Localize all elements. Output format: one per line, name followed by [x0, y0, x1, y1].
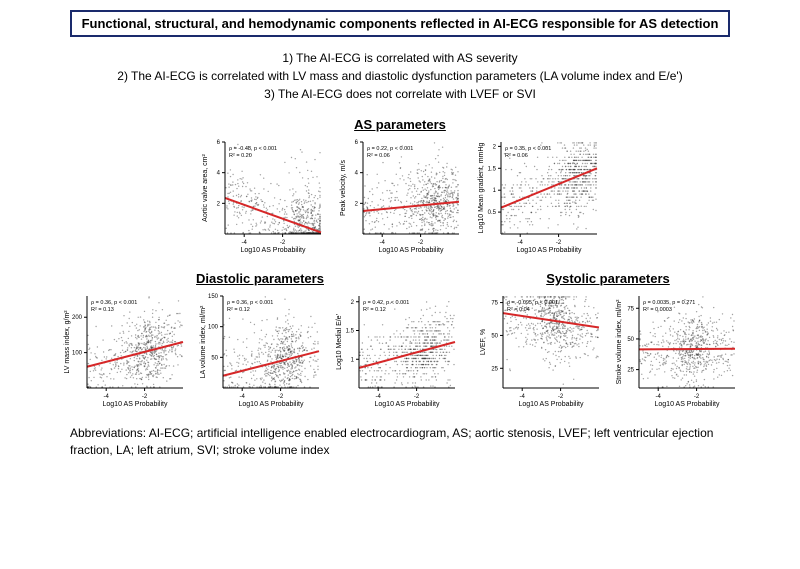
svg-text:ρ = 0.36, p < 0.001: ρ = 0.36, p < 0.001 [91, 300, 137, 306]
svg-text:100: 100 [208, 325, 219, 331]
svg-text:R² = 0.12: R² = 0.12 [363, 307, 386, 313]
svg-text:ρ = 0.42, p < 0.001: ρ = 0.42, p < 0.001 [363, 300, 409, 306]
svg-text:R² = 0.20: R² = 0.20 [229, 153, 252, 159]
svg-text:25: 25 [491, 366, 498, 372]
svg-text:6: 6 [355, 140, 359, 146]
svg-text:Aortic valve area, cm²: Aortic valve area, cm² [202, 153, 209, 221]
scatter-svg: -4 -2 50 100 150 Log10 AS Probability LA volum… [195, 290, 325, 410]
svg-text:200: 200 [72, 315, 83, 321]
svg-text:R² = 0.04: R² = 0.04 [507, 307, 530, 313]
svg-text:-2: -2 [414, 394, 420, 400]
svg-text:LVEF, %: LVEF, % [480, 329, 487, 355]
svg-text:-2: -2 [280, 240, 286, 246]
scatter-svg: -4 -2 1 1.5 2 Log10 AS Probability Log10 Media… [331, 290, 461, 410]
svg-text:ρ = 0.22, p < 0.001: ρ = 0.22, p < 0.001 [367, 146, 413, 152]
scatter-ee: -4 -2 1 1.5 2 Log10 AS Probability Log10 Media… [331, 290, 461, 415]
summary-line: 2) The AI-ECG is correlated with LV mass… [10, 67, 790, 85]
summary: 1) The AI-ECG is correlated with AS seve… [10, 49, 790, 103]
scatter-svg: -4 -2 25 50 75 Log10 AS Probability LVEF, % ρ =… [475, 290, 605, 410]
svg-text:ρ = 0.35, p < 0.001: ρ = 0.35, p < 0.001 [505, 146, 551, 152]
svg-text:-2: -2 [418, 240, 424, 246]
scatter-svi: -4-2255075Log10 AS ProbabilityStroke vol… [611, 290, 741, 415]
svg-text:Log10 AS Probability: Log10 AS Probability [375, 401, 440, 408]
svg-text:R² = 0.06: R² = 0.06 [505, 153, 528, 159]
svg-text:-2: -2 [278, 394, 284, 400]
bottom-row: Diastolic parameters -4 -2 100 200 Log10 AS … [10, 271, 790, 415]
svg-text:1: 1 [351, 357, 355, 363]
svg-text:Log10 AS Probability: Log10 AS Probability [241, 247, 306, 254]
svg-text:1.5: 1.5 [346, 329, 355, 335]
svg-text:-4: -4 [104, 394, 110, 400]
section-title-as: AS parameters [10, 117, 790, 132]
svg-text:R² = 0.06: R² = 0.06 [367, 153, 390, 159]
section-title-diastolic: Diastolic parameters [59, 271, 461, 286]
svg-text:-4: -4 [380, 240, 386, 246]
svg-text:100: 100 [72, 351, 83, 357]
svg-text:R² = 0.12: R² = 0.12 [227, 307, 250, 313]
svg-text:Peak velocity, m/s: Peak velocity, m/s [340, 160, 347, 216]
svg-text:6: 6 [217, 140, 221, 146]
svg-text:50: 50 [211, 355, 218, 361]
svg-text:ρ = -0.48, p < 0.001: ρ = -0.48, p < 0.001 [229, 146, 277, 152]
scatter-peak: -4 -2 2 4 6 Log10 AS Probability Peak velocity… [335, 136, 465, 261]
scatter-svg: -4 -2 100 200 Log10 AS Probability LV mass in… [59, 290, 189, 410]
scatter-lvef: -4 -2 25 50 75 Log10 AS Probability LVEF, % ρ =… [475, 290, 605, 415]
scatter-svg: -4 -2 2 4 6 Log10 AS Probability Aortic valve … [197, 136, 327, 256]
svg-text:LV mass index, g/m²: LV mass index, g/m² [64, 310, 71, 374]
abbreviations: Abbreviations: AI-ECG; artificial intell… [70, 425, 730, 459]
svg-text:2: 2 [351, 300, 355, 306]
svg-text:-4: -4 [518, 240, 524, 246]
svg-text:R² = 0.13: R² = 0.13 [91, 307, 114, 313]
svg-text:Log10 Mean gradient, mmHg: Log10 Mean gradient, mmHg [478, 143, 485, 234]
section-title-systolic: Systolic parameters [475, 271, 741, 286]
svg-text:50: 50 [491, 333, 498, 339]
svg-text:-2: -2 [558, 394, 564, 400]
svg-text:Log10 AS Probability: Log10 AS Probability [517, 247, 582, 254]
svg-text:Log10 Medial E/e': Log10 Medial E/e' [336, 314, 343, 370]
svg-text:2: 2 [217, 201, 221, 207]
svg-text:75: 75 [491, 301, 498, 307]
svg-text:ρ = 0.36, p < 0.001: ρ = 0.36, p < 0.001 [227, 300, 273, 306]
scatter-ava: -4 -2 2 4 6 Log10 AS Probability Aortic valve … [197, 136, 327, 261]
scatter-lavi: -4 -2 50 100 150 Log10 AS Probability LA volum… [195, 290, 325, 415]
svg-text:2: 2 [355, 201, 359, 207]
title-box: Functional, structural, and hemodynamic … [70, 10, 731, 37]
svg-text:-4: -4 [520, 394, 526, 400]
svg-text:-4: -4 [242, 240, 248, 246]
svg-text:LA volume index, ml/m²: LA volume index, ml/m² [200, 305, 207, 378]
as-row: -4 -2 2 4 6 Log10 AS Probability Aortic valve … [10, 136, 790, 261]
svg-text:1.5: 1.5 [488, 166, 497, 172]
svg-text:Log10 AS Probability: Log10 AS Probability [519, 401, 584, 408]
svg-text:2: 2 [493, 144, 497, 150]
systolic-group: Systolic parameters -4-2255075Log10 AS P… [475, 271, 741, 415]
svg-text:Log10 AS Probability: Log10 AS Probability [103, 401, 168, 408]
scatter-mg: -4 -2 0.5 1 1.5 2 Log10 AS Probability Log10 Me… [473, 136, 603, 261]
svg-text:-4: -4 [376, 394, 382, 400]
scatter-lvmi: -4 -2 100 200 Log10 AS Probability LV mass in… [59, 290, 189, 415]
diastolic-group: Diastolic parameters -4 -2 100 200 Log10 AS … [59, 271, 461, 415]
svg-text:Log10 AS Probability: Log10 AS Probability [239, 401, 304, 408]
scatter-svg: -4-2255075Log10 AS ProbabilityStroke vol… [611, 290, 741, 410]
svg-text:-2: -2 [556, 240, 562, 246]
summary-line: 3) The AI-ECG does not correlate with LV… [10, 85, 790, 103]
scatter-svg: -4 -2 2 4 6 Log10 AS Probability Peak velocity… [335, 136, 465, 256]
summary-line: 1) The AI-ECG is correlated with AS seve… [10, 49, 790, 67]
svg-text:1: 1 [493, 188, 497, 194]
svg-text:ρ = -0.095, p < 0.001: ρ = -0.095, p < 0.001 [507, 300, 558, 306]
svg-text:-4: -4 [240, 394, 246, 400]
svg-text:4: 4 [355, 171, 359, 177]
page-title: Functional, structural, and hemodynamic … [82, 16, 719, 31]
svg-text:4: 4 [217, 171, 221, 177]
svg-text:0.5: 0.5 [488, 210, 497, 216]
svg-text:-2: -2 [142, 394, 148, 400]
scatter-svg: -4 -2 0.5 1 1.5 2 Log10 AS Probability Log10 Me… [473, 136, 603, 256]
svg-text:150: 150 [208, 294, 219, 300]
svg-text:Log10 AS Probability: Log10 AS Probability [379, 247, 444, 254]
